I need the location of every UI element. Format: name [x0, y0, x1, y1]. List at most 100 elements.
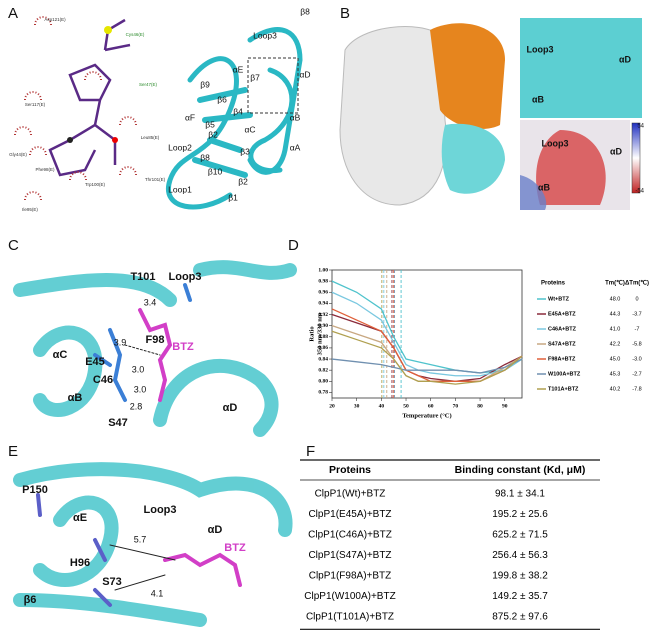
table-cell: ClpP1(F98A)+BTZ: [309, 571, 392, 582]
scale-label: -54: [635, 189, 644, 195]
tm-label: 45.0: [610, 356, 621, 362]
structure-label: αC: [53, 349, 68, 361]
residue-label: Cys46(E): [126, 32, 145, 37]
chart: 0.78 0.80 0.82 0.84 0.86 0.88 0.90 0.92 0.94 0.96…: [308, 267, 649, 419]
structure-label: αD: [223, 402, 238, 414]
x-tick-label: 90: [502, 403, 508, 409]
table-cell: 875.2 ± 97.6: [492, 612, 548, 623]
structure-label: S47: [108, 417, 128, 429]
zoom-box: [247, 57, 299, 114]
residue-label: Ile95(E): [22, 207, 38, 212]
table-header: Proteins: [329, 464, 371, 476]
series-line: [331, 280, 523, 374]
panel-letter: E: [8, 443, 18, 460]
structure-label: H96: [70, 557, 90, 569]
delta-tm-label: -3.0: [632, 356, 641, 362]
structure-label: BTZ: [224, 542, 246, 554]
series-line: [331, 330, 523, 385]
y-tick-label: 0.94: [318, 301, 328, 307]
table-cell: 256.4 ± 56.3: [492, 550, 548, 561]
structure-label: β6: [24, 594, 37, 606]
x-tick-label: 80: [477, 403, 483, 409]
structure-label: β10: [208, 166, 223, 176]
structure-label: β3: [240, 146, 250, 156]
structure-label: β8: [300, 6, 310, 16]
panel-letter: B: [340, 5, 350, 22]
series-line: [331, 313, 523, 382]
legend-label: W100A+BTZ: [548, 371, 581, 377]
structure-label: β1: [228, 192, 238, 202]
surface-model: [339, 18, 642, 210]
tm-label: 40.2: [610, 386, 621, 392]
x-tick-label: 30: [354, 403, 360, 409]
y-tick-label: 0.96: [318, 290, 328, 296]
structure-label: αB: [538, 182, 551, 192]
structure-label: αB: [68, 392, 83, 404]
residue-label: Trp100(E): [85, 182, 106, 187]
structure-label: Loop3: [253, 30, 277, 40]
structure-label: 4.1: [151, 588, 164, 598]
y-tick-label: 0.80: [318, 379, 328, 385]
table-cell: 195.2 ± 25.6: [492, 509, 548, 520]
structure-label: 3.4: [144, 297, 157, 307]
x-tick-label: 20: [329, 403, 335, 409]
table-cell: 625.2 ± 71.5: [492, 530, 548, 541]
residue-label: Leu85(E): [141, 135, 160, 140]
legend-label: F98A+BTZ: [548, 356, 576, 362]
structure-label: β2: [238, 176, 248, 186]
structure-label: αD: [619, 54, 632, 64]
table-cell: ClpP1(Wt)+BTZ: [315, 489, 386, 500]
structure-label: 2.8: [130, 401, 143, 411]
y-tick-label: 0.78: [318, 390, 328, 396]
series-line: [331, 358, 523, 374]
structure-label: BTZ: [172, 341, 194, 353]
ligplot: [14, 16, 137, 201]
plot-frame: [331, 269, 523, 399]
y-tick-label: 0.82: [318, 367, 328, 373]
table: Proteins Binding constant (Kd, μM) ClpP1(W…: [300, 459, 600, 630]
legend-label: S47A+BTZ: [548, 341, 576, 347]
legend-label: T101A+BTZ: [548, 386, 579, 392]
x-axis-label: Temperature (°C): [402, 412, 451, 419]
structure-label: αD: [299, 69, 310, 79]
structure-label: F98: [146, 334, 165, 346]
table-cell: 199.8 ± 38.2: [492, 571, 548, 582]
y-tick-label: 1.00: [318, 267, 328, 273]
tm-label: 48.0: [610, 296, 621, 302]
residue-label: Gly44(E): [9, 152, 27, 157]
table-cell: ClpP1(E45A)+BTZ: [308, 509, 391, 520]
legend-label: Wt+BTZ: [548, 296, 570, 302]
y-axis-label: 350 nm/330 nm: [316, 312, 323, 355]
legend-label: C46A+BTZ: [548, 326, 577, 332]
panel-letter: A: [8, 5, 18, 22]
table-cell: 98.1 ± 34.1: [495, 489, 545, 500]
structure-label: β6: [217, 94, 227, 104]
protein-ribbon: [165, 27, 303, 210]
structure-label: Loop3: [542, 138, 569, 148]
delta-tm-label: -7.8: [632, 386, 641, 392]
structure-label: β8: [200, 152, 210, 162]
structure-label: β5: [205, 119, 215, 129]
structure-label: P150: [22, 484, 48, 496]
x-tick-label: 50: [403, 403, 409, 409]
ligand-sticks: [36, 493, 242, 607]
y-tick-label: 0.88: [318, 334, 328, 340]
structure-label: αD: [610, 146, 623, 156]
residue-label: Ser117(E): [25, 102, 46, 107]
y-tick-label: 0.90: [318, 323, 328, 329]
tm-label: 45.3: [610, 371, 621, 377]
structure-label: C46: [93, 374, 113, 386]
structure-label: αD: [208, 524, 223, 536]
structure-label: 3.9: [114, 337, 127, 347]
table-cell: ClpP1(W100A)+BTZ: [304, 591, 395, 602]
x-tick-label: 40: [379, 403, 385, 409]
structure-label: β9: [200, 79, 210, 89]
structure-label: β4: [233, 106, 243, 116]
delta-tm-label: -5.8: [632, 341, 641, 347]
structure-label: αC: [244, 124, 255, 134]
delta-tm-label: 0: [635, 296, 638, 302]
legend-header: ΔTm(℃): [625, 280, 649, 287]
y-tick-label: 0.86: [318, 345, 328, 351]
structure-label: Loop3: [169, 271, 202, 283]
